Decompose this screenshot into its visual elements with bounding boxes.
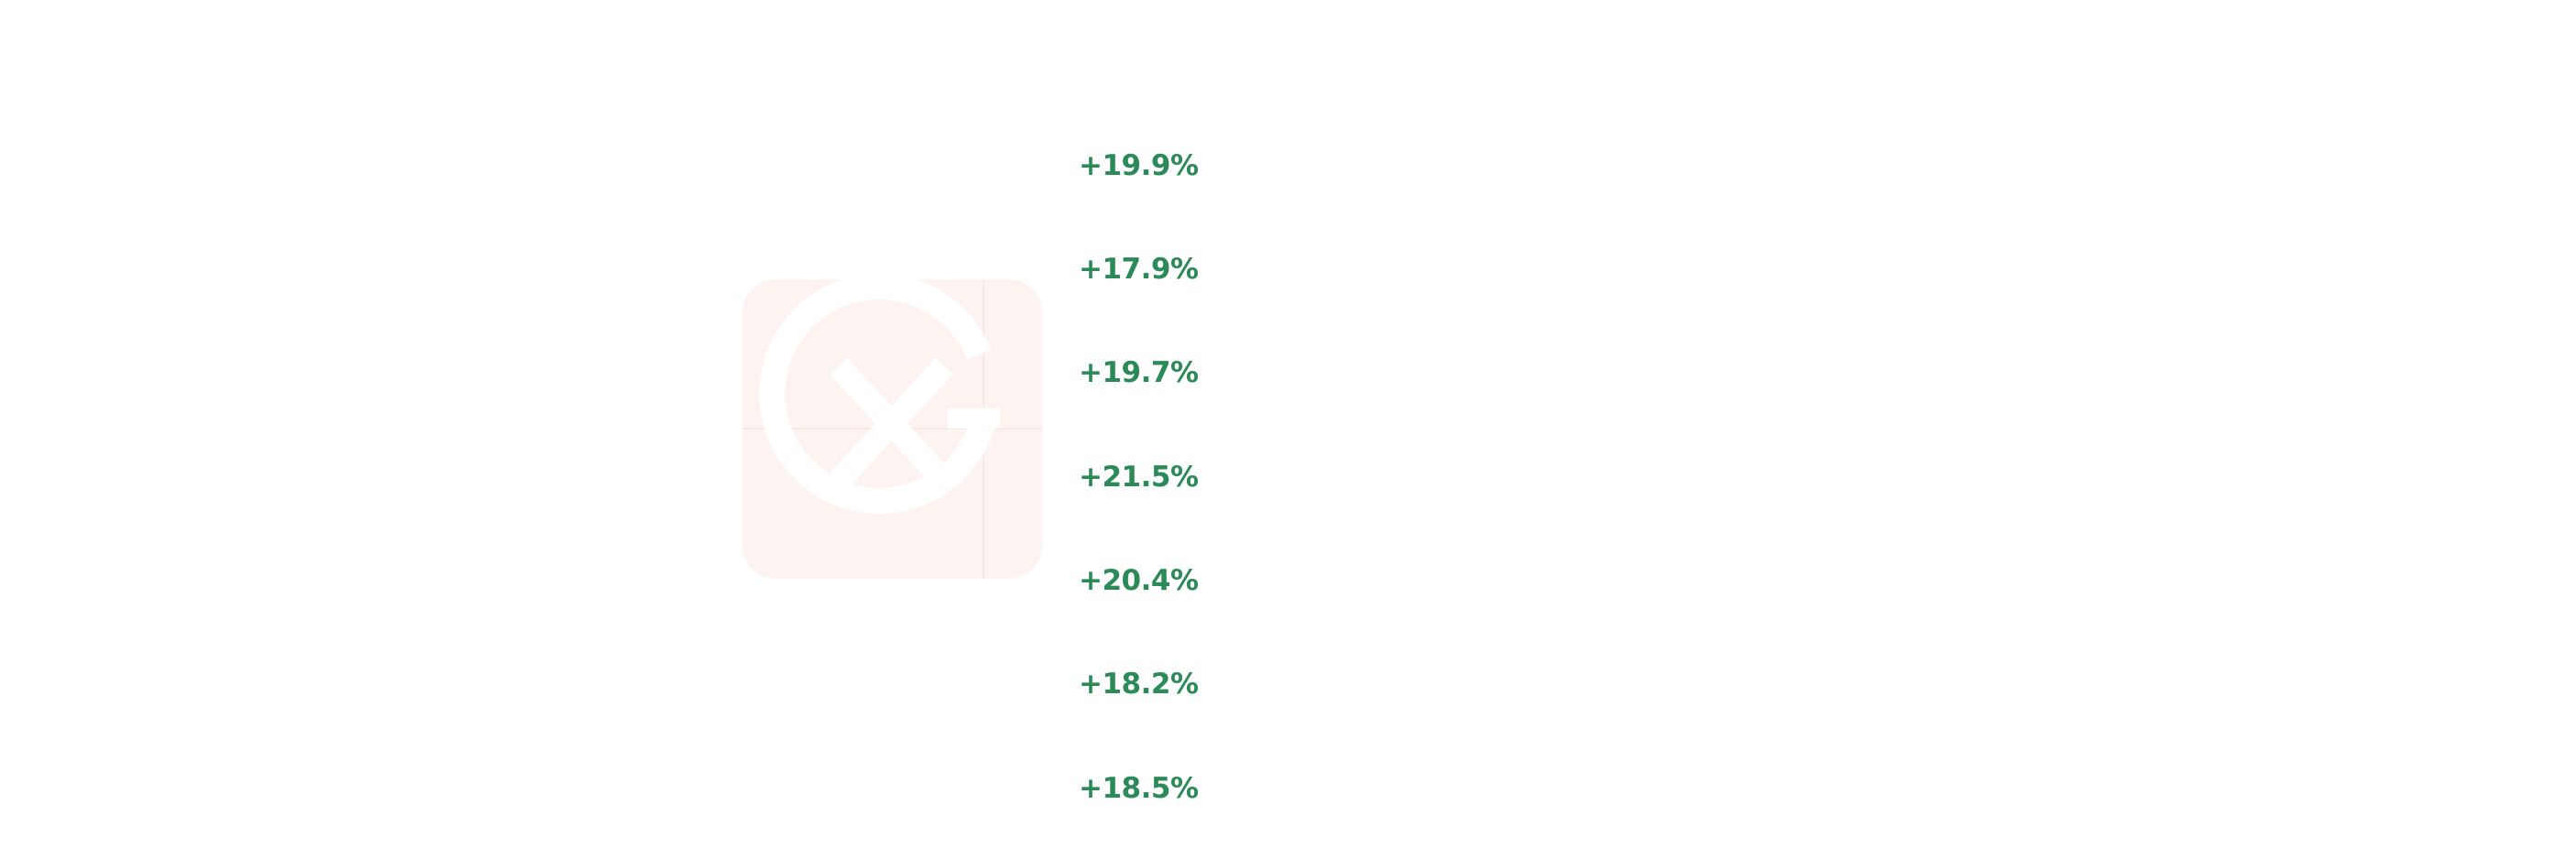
percent-change: +21.5% <box>1079 461 1199 494</box>
percent-change: +18.5% <box>1079 772 1199 805</box>
percent-change: +19.9% <box>1079 149 1199 182</box>
percent-change: +20.4% <box>1079 564 1199 597</box>
percent-change: +17.9% <box>1079 253 1199 286</box>
percent-change: +19.7% <box>1079 356 1199 389</box>
percent-change: +18.2% <box>1079 668 1199 701</box>
watermark-logo <box>743 279 1042 579</box>
